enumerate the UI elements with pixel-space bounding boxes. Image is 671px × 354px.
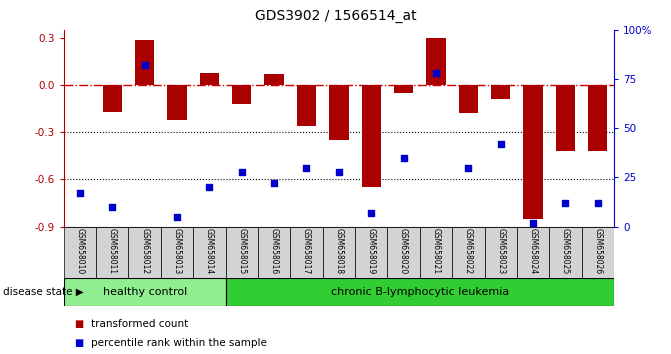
Bar bbox=[64, 227, 96, 278]
Point bbox=[107, 204, 117, 210]
Bar bbox=[128, 227, 161, 278]
Bar bbox=[329, 85, 348, 140]
Bar bbox=[323, 227, 355, 278]
Bar bbox=[193, 227, 225, 278]
Bar bbox=[588, 85, 607, 151]
Point bbox=[495, 141, 506, 147]
Bar bbox=[64, 278, 225, 306]
Bar bbox=[200, 73, 219, 85]
Text: disease state ▶: disease state ▶ bbox=[3, 287, 84, 297]
Point bbox=[301, 165, 312, 170]
Text: GSM658014: GSM658014 bbox=[205, 228, 214, 274]
Bar bbox=[291, 227, 323, 278]
Text: GSM658023: GSM658023 bbox=[496, 228, 505, 274]
Text: GSM658018: GSM658018 bbox=[334, 228, 344, 274]
Bar bbox=[556, 85, 575, 151]
Bar bbox=[484, 227, 517, 278]
Bar bbox=[362, 85, 381, 187]
Text: GSM658019: GSM658019 bbox=[367, 228, 376, 274]
Bar bbox=[523, 85, 543, 219]
Point bbox=[236, 169, 247, 175]
Text: GSM658017: GSM658017 bbox=[302, 228, 311, 274]
Text: GSM658025: GSM658025 bbox=[561, 228, 570, 274]
Point bbox=[592, 200, 603, 206]
Point bbox=[366, 210, 376, 216]
Text: chronic B-lymphocytic leukemia: chronic B-lymphocytic leukemia bbox=[331, 287, 509, 297]
Bar bbox=[264, 74, 284, 85]
Bar bbox=[458, 85, 478, 113]
Point bbox=[269, 181, 280, 186]
Bar bbox=[258, 227, 291, 278]
Bar bbox=[387, 227, 420, 278]
Bar bbox=[582, 227, 614, 278]
Text: GSM658012: GSM658012 bbox=[140, 228, 149, 274]
Point bbox=[463, 165, 474, 170]
Point bbox=[560, 200, 571, 206]
Bar bbox=[135, 40, 154, 85]
Point bbox=[140, 63, 150, 68]
Bar bbox=[96, 227, 128, 278]
Text: healthy control: healthy control bbox=[103, 287, 187, 297]
Point bbox=[527, 220, 538, 225]
Point bbox=[431, 70, 442, 76]
Bar bbox=[517, 227, 550, 278]
Bar bbox=[550, 227, 582, 278]
Text: GSM658016: GSM658016 bbox=[270, 228, 278, 274]
Point bbox=[74, 190, 85, 196]
Bar bbox=[225, 227, 258, 278]
Text: GSM658024: GSM658024 bbox=[529, 228, 537, 274]
Text: GSM658010: GSM658010 bbox=[75, 228, 85, 274]
Bar bbox=[297, 85, 316, 126]
Text: transformed count: transformed count bbox=[91, 319, 188, 329]
Text: GSM658022: GSM658022 bbox=[464, 228, 473, 274]
Point bbox=[172, 214, 183, 219]
Text: GSM658011: GSM658011 bbox=[108, 228, 117, 274]
Text: ■: ■ bbox=[74, 319, 83, 329]
Text: GSM658026: GSM658026 bbox=[593, 228, 603, 274]
Text: GDS3902 / 1566514_at: GDS3902 / 1566514_at bbox=[255, 9, 416, 23]
Point bbox=[333, 169, 344, 175]
Text: GSM658015: GSM658015 bbox=[238, 228, 246, 274]
Bar bbox=[452, 227, 484, 278]
Bar bbox=[355, 227, 387, 278]
Point bbox=[398, 155, 409, 161]
Text: ■: ■ bbox=[74, 338, 83, 348]
Text: GSM658020: GSM658020 bbox=[399, 228, 408, 274]
Bar bbox=[161, 227, 193, 278]
Bar bbox=[420, 227, 452, 278]
Text: percentile rank within the sample: percentile rank within the sample bbox=[91, 338, 266, 348]
Bar bbox=[167, 85, 187, 120]
Bar bbox=[232, 85, 252, 104]
Bar bbox=[225, 278, 614, 306]
Point bbox=[204, 184, 215, 190]
Text: GSM658013: GSM658013 bbox=[172, 228, 182, 274]
Bar bbox=[103, 85, 122, 112]
Text: GSM658021: GSM658021 bbox=[431, 228, 440, 274]
Bar bbox=[394, 85, 413, 93]
Bar bbox=[426, 38, 446, 85]
Bar bbox=[491, 85, 511, 99]
